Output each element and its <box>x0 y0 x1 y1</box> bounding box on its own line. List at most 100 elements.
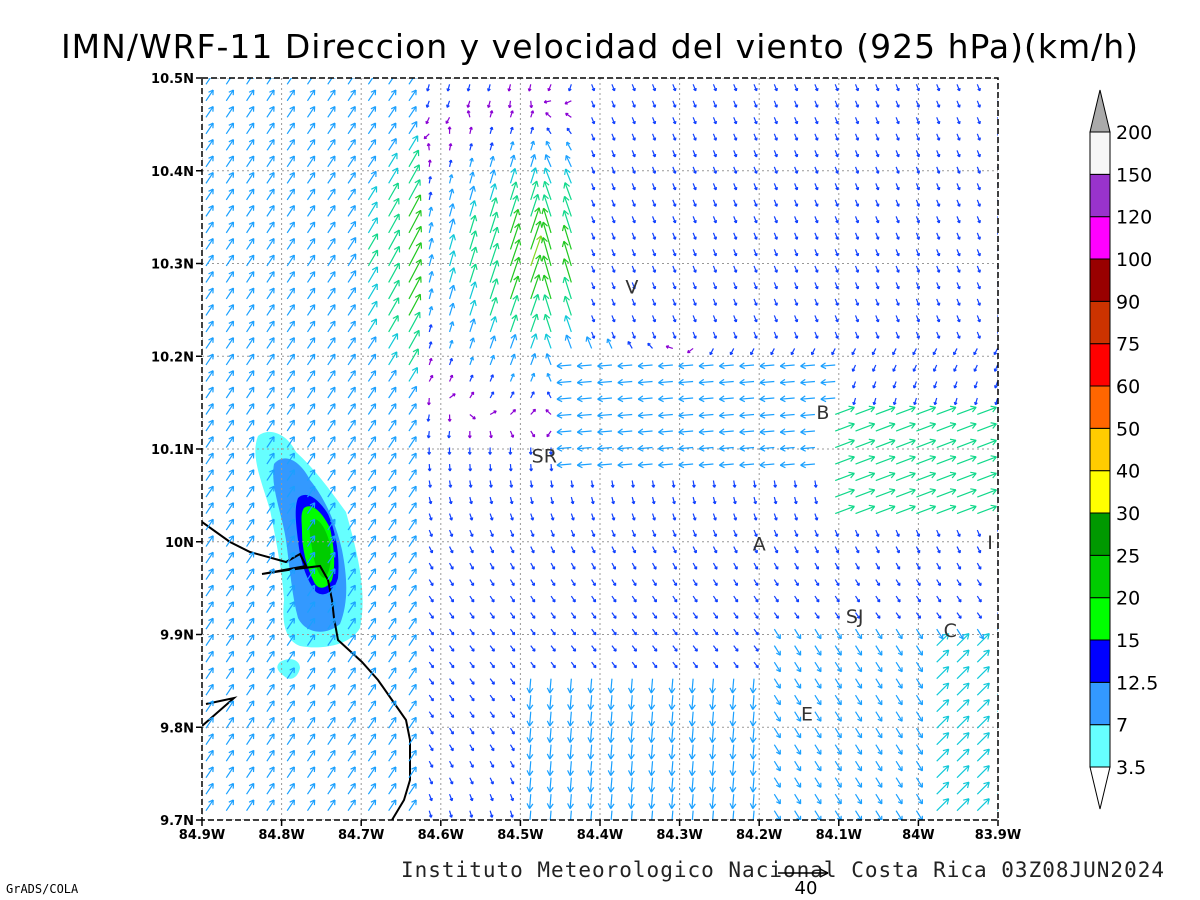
wind-vector <box>631 546 637 554</box>
wind-vector <box>567 810 572 820</box>
wind-vector <box>895 216 900 224</box>
wind-vector <box>367 634 377 646</box>
wind-vector <box>388 584 397 597</box>
wind-vector <box>388 551 397 564</box>
wind-vector <box>347 287 357 300</box>
wind-vector <box>327 485 336 498</box>
wind-vector <box>286 139 295 151</box>
wind-vector <box>672 579 678 587</box>
wind-vector <box>692 133 697 141</box>
wind-vector <box>225 337 235 349</box>
wind-vector <box>388 229 401 250</box>
colorbar-label: 3.5 <box>1116 757 1146 779</box>
wind-vector <box>773 84 778 92</box>
wind-vector <box>388 245 401 267</box>
wind-vector <box>347 353 356 366</box>
wind-vector <box>469 562 474 570</box>
wind-vector <box>266 683 275 696</box>
wind-vector <box>956 166 961 174</box>
wind-vector <box>895 661 903 673</box>
wind-vector <box>915 595 921 603</box>
wind-vector <box>408 650 417 663</box>
colorbar-swatch <box>1089 681 1111 726</box>
wind-vector <box>489 169 497 184</box>
wind-vector <box>733 612 739 619</box>
wind-vector <box>631 612 637 619</box>
wind-vector <box>306 386 316 399</box>
wind-vector <box>591 546 596 554</box>
wind-vector <box>855 793 863 805</box>
wind-vector <box>973 364 978 372</box>
wind-vector <box>408 149 420 168</box>
wind-vector <box>915 760 924 772</box>
wind-vector <box>759 362 775 370</box>
wind-vector <box>834 282 839 290</box>
wind-vector <box>546 777 554 793</box>
wind-vector <box>648 728 656 743</box>
wind-vector <box>875 529 880 537</box>
wind-vector <box>489 661 495 669</box>
wind-vector <box>546 430 552 438</box>
wind-vector <box>225 617 235 630</box>
wind-vector <box>327 667 336 679</box>
wind-vector <box>976 699 990 713</box>
wind-vector <box>306 304 316 316</box>
wind-vector <box>688 794 696 809</box>
wind-vector <box>637 362 653 370</box>
wind-vector <box>286 221 295 234</box>
wind-vector <box>509 793 515 802</box>
wind-vector <box>855 471 876 482</box>
wind-vector <box>347 370 356 382</box>
wind-vector <box>566 141 572 151</box>
colorbar-swatch <box>1089 554 1111 599</box>
wind-vector <box>205 617 214 630</box>
wind-vector <box>246 782 255 795</box>
wind-vector <box>544 333 552 349</box>
wind-vector <box>773 166 778 174</box>
wind-vector <box>692 645 698 652</box>
wind-vector <box>672 331 677 339</box>
wind-vector <box>449 744 454 752</box>
wind-vector <box>668 678 676 694</box>
wind-vector <box>509 727 515 735</box>
wind-vector <box>427 159 432 167</box>
wind-vector <box>729 794 737 809</box>
wind-vector <box>327 155 336 168</box>
wind-vector <box>956 298 961 306</box>
wind-vector <box>956 562 962 570</box>
wind-vector <box>753 249 758 257</box>
wind-vector <box>509 167 518 184</box>
wind-vector <box>773 117 778 125</box>
wind-vector <box>814 810 822 820</box>
wind-vector <box>976 529 981 537</box>
wind-vector <box>286 188 295 201</box>
wind-vector <box>753 315 758 323</box>
wind-vector <box>225 733 235 746</box>
wind-vector <box>733 282 738 290</box>
wind-vector <box>286 799 295 812</box>
wind-vector <box>591 265 596 273</box>
wind-vector <box>509 579 515 587</box>
wind-vector <box>794 810 802 820</box>
wind-vector <box>225 370 235 382</box>
wind-vector <box>489 410 497 416</box>
wind-vector <box>749 695 757 710</box>
wind-vector <box>327 139 336 151</box>
wind-vector <box>286 337 295 349</box>
wind-vector <box>428 288 434 300</box>
wind-vector <box>672 496 676 505</box>
wind-vector <box>388 297 400 316</box>
wind-vector <box>631 249 636 257</box>
wind-vector <box>733 265 738 273</box>
wind-vector <box>469 546 474 554</box>
wind-vector <box>651 249 657 257</box>
wind-vector <box>790 348 796 356</box>
wind-vector <box>541 255 552 283</box>
wind-vector <box>570 513 575 521</box>
wind-vector <box>225 221 235 234</box>
wind-vector <box>814 711 822 722</box>
wind-vector <box>976 199 981 207</box>
wind-vector <box>794 612 800 619</box>
wind-vector <box>875 471 896 482</box>
lat-tick-label: 10.2N <box>151 350 194 365</box>
